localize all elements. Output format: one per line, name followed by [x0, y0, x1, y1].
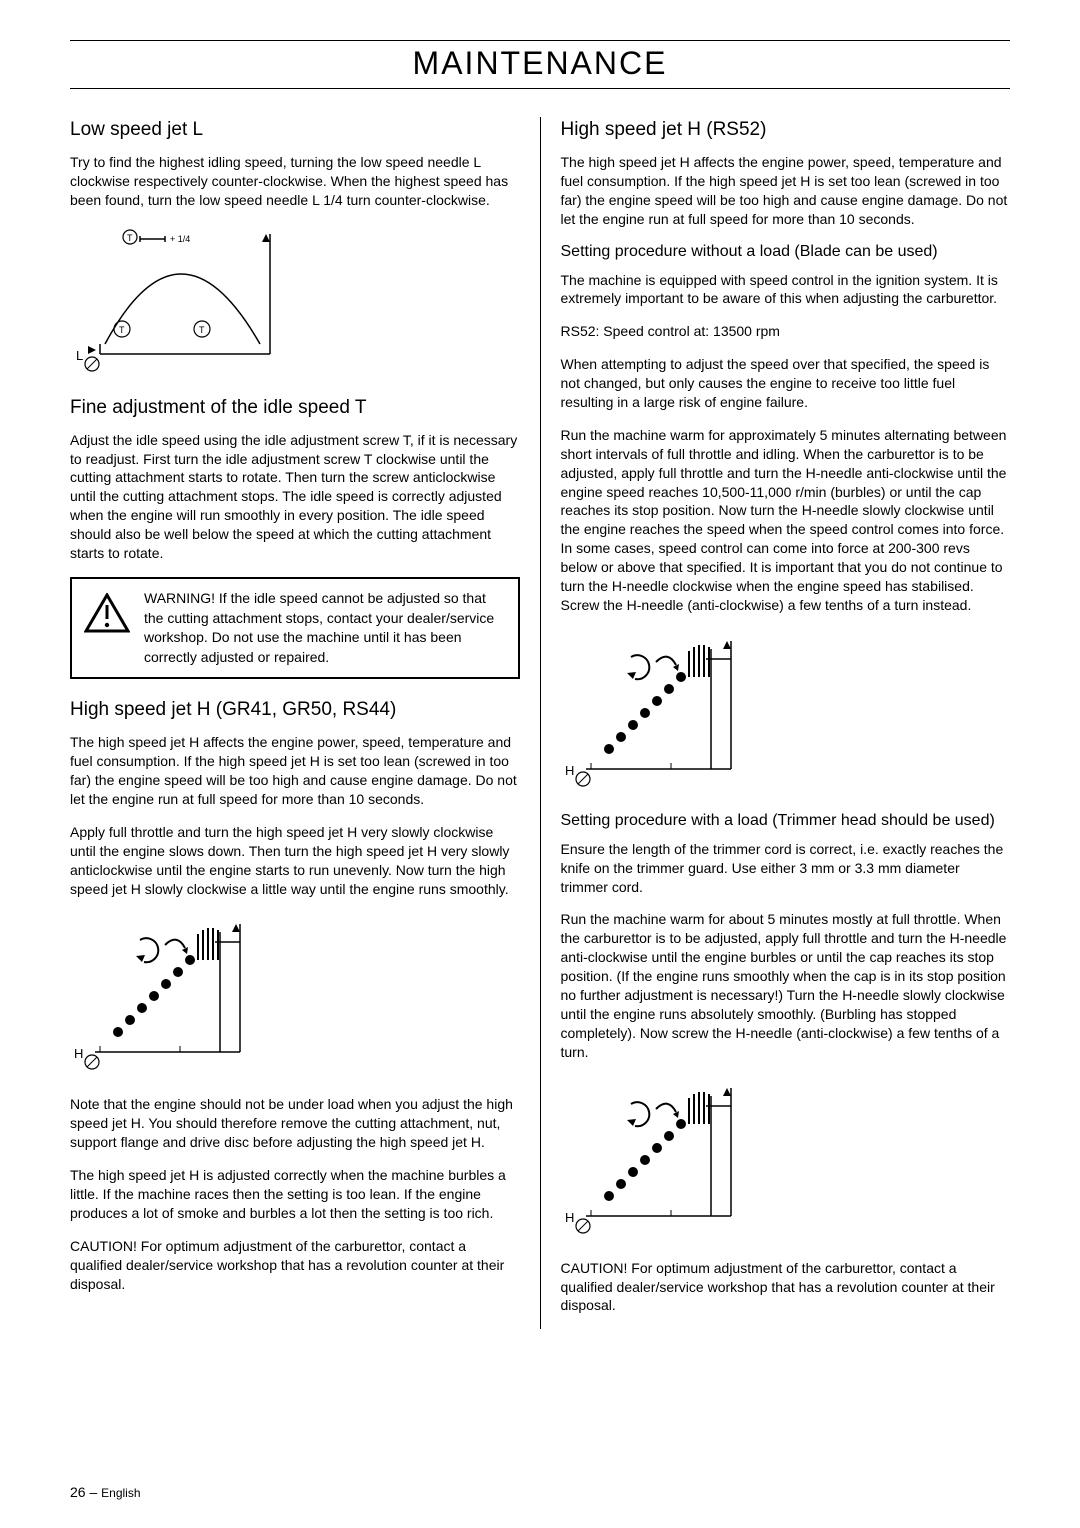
svg-text:L: L: [76, 348, 83, 363]
svg-text:T: T: [119, 325, 125, 335]
page-footer: 26 – English: [70, 1484, 141, 1500]
svg-text:H: H: [74, 1046, 83, 1061]
footer-lang: English: [101, 1486, 140, 1500]
warning-text: WARNING! If the idle speed cannot be adj…: [144, 589, 506, 667]
text: Note that the engine should not be under…: [70, 1095, 520, 1152]
heading-proc-noload: Setting procedure without a load (Blade …: [561, 243, 1011, 261]
svg-text:H: H: [565, 1210, 574, 1225]
left-column: Low speed jet L Try to find the highest …: [70, 117, 541, 1329]
text: CAUTION! For optimum adjustment of the c…: [70, 1237, 520, 1294]
figure-h-needle-1: H: [70, 912, 520, 1077]
text: Apply full throttle and turn the high sp…: [70, 823, 520, 899]
heading-proc-load: Setting procedure with a load (Trimmer h…: [561, 812, 1011, 830]
page-title: MAINTENANCE: [70, 45, 1010, 82]
figure-low-speed-curve: T + 1/4 T T L: [70, 224, 520, 379]
heading-high-b: High speed jet H (RS52): [561, 119, 1011, 141]
text: The high speed jet H is adjusted correct…: [70, 1166, 520, 1223]
page-number: 26: [70, 1484, 86, 1500]
figure-h-needle-3: H: [561, 1076, 1011, 1241]
text: When attempting to adjust the speed over…: [561, 355, 1011, 412]
text: The high speed jet H affects the engine …: [561, 153, 1011, 229]
text: The machine is equipped with speed contr…: [561, 271, 1011, 309]
footer-sep: –: [86, 1484, 102, 1500]
text: CAUTION! For optimum adjustment of the c…: [561, 1259, 1011, 1316]
text: RS52: Speed control at: 13500 rpm: [561, 322, 1011, 341]
warning-icon: [84, 593, 130, 638]
svg-text:T: T: [199, 325, 205, 335]
text: Run the machine warm for approximately 5…: [561, 426, 1011, 615]
text: The high speed jet H affects the engine …: [70, 733, 520, 809]
svg-text:T: T: [127, 233, 133, 243]
text: Adjust the idle speed using the idle adj…: [70, 431, 520, 563]
text: Ensure the length of the trimmer cord is…: [561, 840, 1011, 897]
figure-h-needle-2: H: [561, 629, 1011, 794]
heading-fine-adjust: Fine adjustment of the idle speed T: [70, 397, 520, 419]
svg-text:+ 1/4: + 1/4: [170, 234, 190, 244]
text: Try to find the highest idling speed, tu…: [70, 153, 520, 210]
heading-high-a: High speed jet H (GR41, GR50, RS44): [70, 699, 520, 721]
warning-box: WARNING! If the idle speed cannot be adj…: [70, 577, 520, 679]
text: Run the machine warm for about 5 minutes…: [561, 910, 1011, 1061]
svg-text:H: H: [565, 763, 574, 778]
heading-low-speed: Low speed jet L: [70, 119, 520, 141]
right-column: High speed jet H (RS52) The high speed j…: [541, 117, 1011, 1329]
